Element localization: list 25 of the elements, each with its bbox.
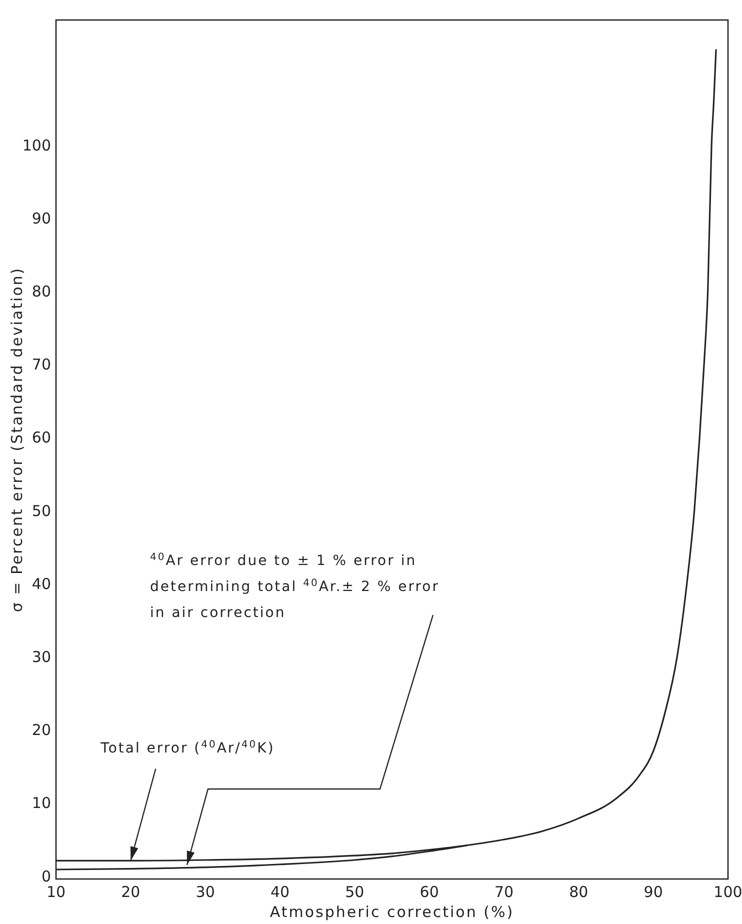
- y-tick-label: 10: [32, 794, 51, 812]
- x-axis-title: Atmospheric correction (%): [270, 903, 514, 921]
- y-tick-label: 60: [32, 428, 51, 447]
- x-tick-label: 40: [270, 883, 290, 901]
- y-tick-label: 70: [32, 356, 51, 374]
- x-tick-label: 30: [196, 883, 215, 901]
- x-tick-label: 100: [714, 883, 742, 901]
- x-tick-label: 50: [345, 883, 364, 901]
- y-tick-label: 80: [32, 282, 51, 300]
- y-tick-label: 40: [32, 574, 51, 593]
- y-tick-label: 90: [32, 209, 51, 228]
- y-tick-label: 50: [32, 502, 51, 520]
- y-axis-title: σ = Percent error (Standard deviation): [8, 266, 26, 612]
- text: $^{40}$Ar error due to ± 1 % error in determining total $^{40}$Ar.± 2 % error in air correction: [150, 552, 440, 621]
- x-tick-label: 10: [46, 883, 66, 901]
- annotation: Total error ($^{40}$Ar/$^{40}$K): [100, 739, 275, 757]
- y-tick-label: 20: [32, 721, 51, 740]
- x-tick-label: 60: [420, 883, 439, 901]
- y-tick-label: 30: [32, 648, 51, 666]
- x-tick-label: 70: [494, 883, 514, 901]
- x-tick-label: 90: [644, 883, 663, 901]
- y-tick-label: 100: [22, 136, 51, 154]
- y-tick-label: 0: [41, 867, 51, 886]
- x-tick-label: 20: [121, 883, 140, 901]
- x-tick-label: 80: [569, 883, 588, 901]
